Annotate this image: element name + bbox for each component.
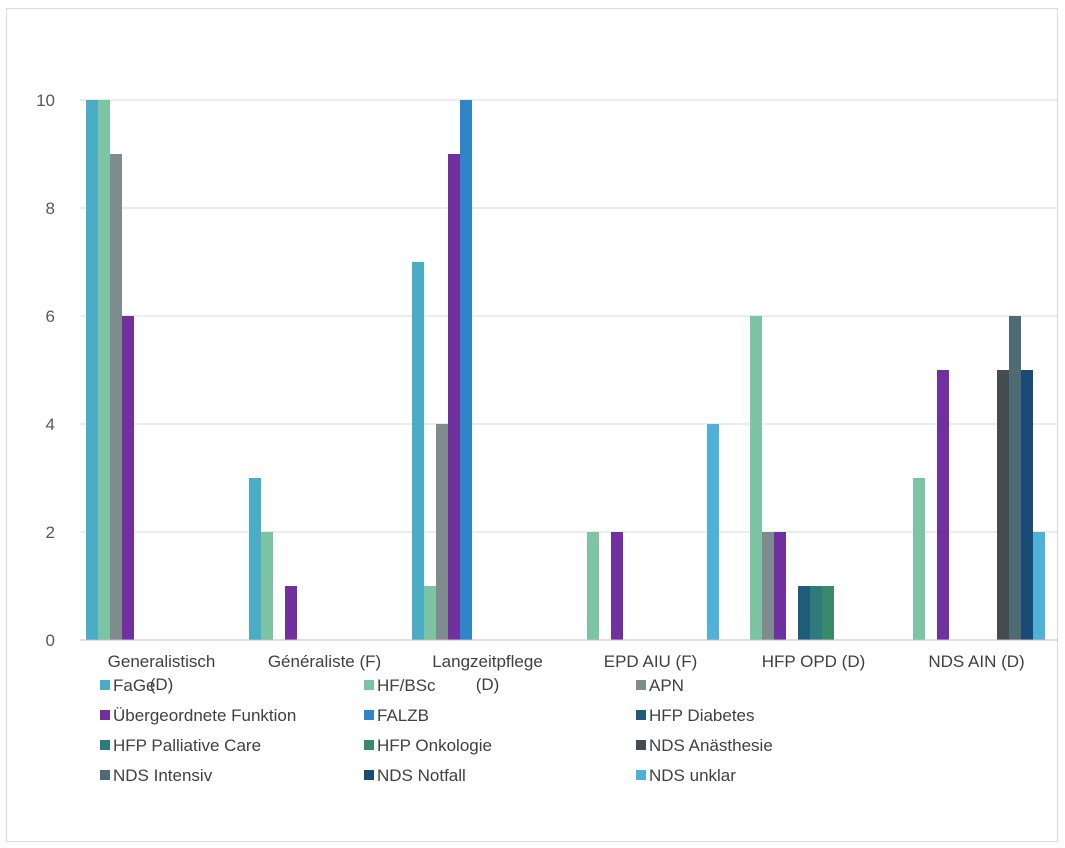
bar--bergeordnete-funktion-0 (122, 316, 134, 640)
legend-item: HFP Onkologie (364, 736, 492, 755)
gridlines (80, 99, 1058, 533)
legend-swatch (364, 710, 374, 720)
bar--bergeordnete-funktion-2 (448, 154, 460, 640)
bar-nds-unklar-5 (1033, 532, 1045, 640)
bar-fage-0 (86, 100, 98, 640)
legend-label: FALZB (377, 706, 429, 725)
legend-item: NDS Anästhesie (636, 736, 773, 755)
legend-swatch (100, 740, 110, 750)
legend-item: NDS unklar (636, 766, 736, 785)
category-label: (D) (476, 675, 500, 694)
legend-swatch (636, 710, 646, 720)
bar-hf-bsc-4 (750, 316, 762, 640)
legend-label: FaGe (113, 676, 156, 695)
y-tick-label: 8 (46, 199, 55, 218)
legend-label: HFP Diabetes (649, 706, 755, 725)
bar-fage-1 (249, 478, 261, 640)
bar-nds-unklar-3 (707, 424, 719, 640)
legend-label: NDS Anästhesie (649, 736, 773, 755)
y-tick-label: 2 (46, 523, 55, 542)
category-label: HFP OPD (D) (762, 652, 866, 671)
legend-swatch (636, 680, 646, 690)
category-label: Generalistisch (108, 652, 216, 671)
bar--bergeordnete-funktion-3 (611, 532, 623, 640)
bar--bergeordnete-funktion-5 (937, 370, 949, 640)
legend-swatch (364, 680, 374, 690)
legend-label: NDS Intensiv (113, 766, 213, 785)
legend-swatch (364, 770, 374, 780)
category-label: Généraliste (F) (268, 652, 381, 671)
x-axis-category-labels: Generalistisch (D) Généraliste (F) Langzeit… (108, 652, 1025, 694)
y-tick-label: 6 (46, 307, 55, 326)
bar-falzb-2 (460, 100, 472, 640)
bar-hf-bsc-5 (913, 478, 925, 640)
bar-hf-bsc-2 (424, 586, 436, 640)
bar-apn-0 (110, 154, 122, 640)
legend-item: NDS Notfall (364, 766, 466, 785)
legend-item: APN (636, 676, 684, 695)
category-label: (D) (150, 675, 174, 694)
legend-swatch (100, 680, 110, 690)
bar-nds-an-sthesie-5 (997, 370, 1009, 640)
chart-frame (6, 8, 1058, 842)
category-label: EPD AIU (F) (604, 652, 698, 671)
legend-item: HF/BSc (364, 676, 436, 695)
bar-hf-bsc-1 (261, 532, 273, 640)
legend-item: FALZB (364, 706, 429, 725)
legend-item: FaGe (100, 676, 156, 695)
legend-item: Übergeordnete Funktion (100, 706, 296, 725)
legend-label: NDS Notfall (377, 766, 466, 785)
legend-label: HFP Palliative Care (113, 736, 261, 755)
legend-item: NDS Intensiv (100, 766, 213, 785)
legend-label: Übergeordnete Funktion (113, 706, 296, 725)
y-tick-label: 10 (36, 91, 55, 110)
bar-hf-bsc-3 (587, 532, 599, 640)
y-tick-label: 0 (46, 631, 55, 650)
legend-swatch (636, 770, 646, 780)
bar-hfp-onkologie-4 (822, 586, 834, 640)
bar-apn-2 (436, 424, 448, 640)
legend-label: HFP Onkologie (377, 736, 492, 755)
legend-label: HF/BSc (377, 676, 436, 695)
y-axis-tick-labels: 0 2 4 6 8 10 (36, 91, 55, 650)
legend-item: HFP Palliative Care (100, 736, 261, 755)
bar-nds-intensiv-5 (1009, 316, 1021, 640)
legend-swatch (100, 770, 110, 780)
legend-label: NDS unklar (649, 766, 736, 785)
bars (86, 100, 1045, 640)
legend: FaGe HF/BSc APN Übergeordnete Funktion FALZB… (100, 676, 773, 785)
bar-fage-2 (412, 262, 424, 640)
bar--bergeordnete-funktion-1 (285, 586, 297, 640)
category-label: NDS AIN (D) (928, 652, 1024, 671)
bar-nds-notfall-5 (1021, 370, 1033, 640)
legend-swatch (364, 740, 374, 750)
legend-swatch (636, 740, 646, 750)
y-tick-label: 4 (46, 415, 55, 434)
legend-label: APN (649, 676, 684, 695)
bar-hfp-diabetes-4 (798, 586, 810, 640)
category-label: Langzeitpflege (432, 652, 543, 671)
bar-apn-4 (762, 532, 774, 640)
legend-swatch (100, 710, 110, 720)
legend-item: HFP Diabetes (636, 706, 755, 725)
bar-hfp-palliative-care-4 (810, 586, 822, 640)
bar--bergeordnete-funktion-4 (774, 532, 786, 640)
bar-hf-bsc-0 (98, 100, 110, 640)
